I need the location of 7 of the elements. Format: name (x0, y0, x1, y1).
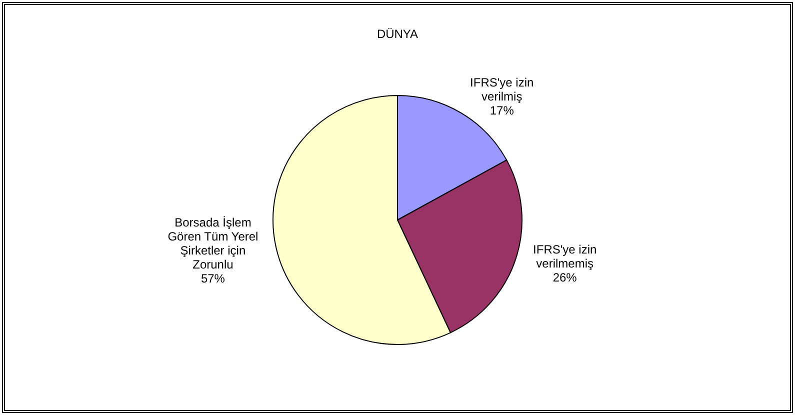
chart-title: DÜNYA (376, 27, 420, 41)
slice-label: IFRS'ye izin verilmiş (470, 76, 534, 104)
data-label: 26% (552, 270, 578, 284)
slice-label: Borsada İşlem Gören Tüm Yerel Şirketler için Zorunlu (168, 215, 258, 272)
slice-label: IFRS'ye izin verilmemiş (533, 242, 597, 270)
data-label: 17% (490, 104, 514, 118)
data-label: 57% (200, 271, 226, 286)
